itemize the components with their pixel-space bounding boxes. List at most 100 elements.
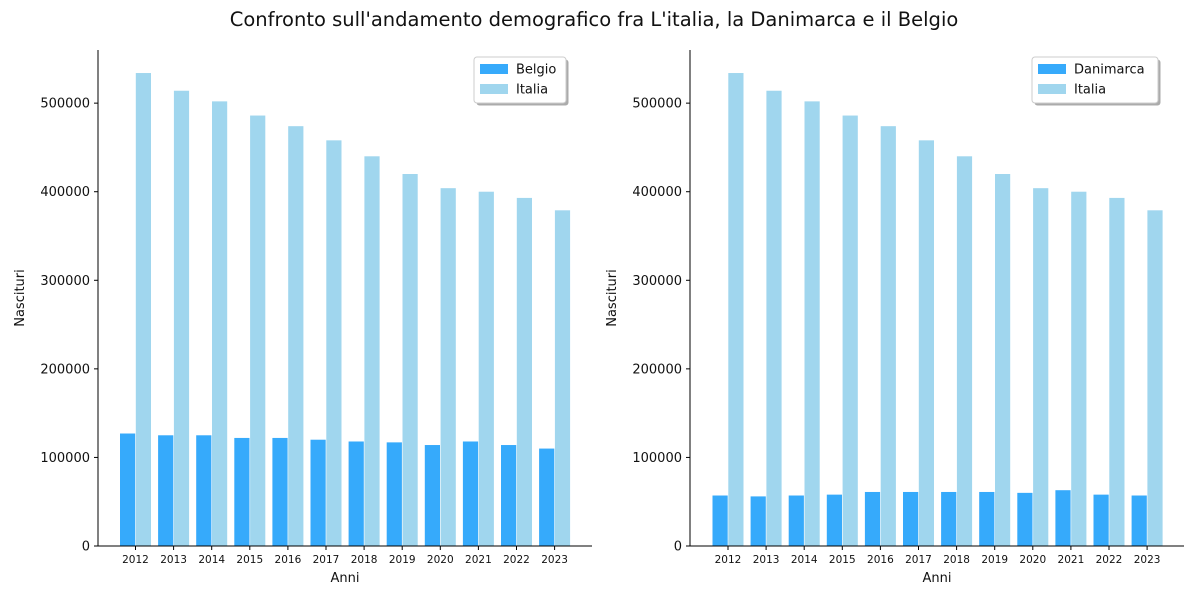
bar-belgio-2019 [386, 442, 402, 546]
bar-italia-2017 [918, 140, 934, 546]
x-tick-label: 2015 [829, 554, 856, 566]
bar-italia-2020 [1033, 188, 1049, 547]
chart-panel-1: 0 100000 200000 300000 400000 500000 2012 2013 2… [13, 50, 592, 586]
legend-swatch-italia [1038, 84, 1066, 94]
chart-panel-2: 0 100000 200000 300000 400000 500000 2012 2013 2… [605, 50, 1184, 586]
bar-belgio-2018 [348, 441, 364, 546]
x-tick-label: 2022 [503, 554, 530, 566]
x-axis-label: Anni [331, 571, 360, 586]
x-axis-label: Anni [923, 571, 952, 586]
legend: Belgio Italia [473, 56, 569, 106]
bar-italia-2021 [1071, 191, 1087, 546]
figure-title: Confronto sull'andamento demografico fra… [229, 8, 959, 31]
y-tick-label: 300000 [632, 274, 682, 289]
y-tick-label: 400000 [632, 185, 682, 200]
bar-danimarca-2018 [941, 491, 957, 546]
bar-belgio-2014 [196, 435, 212, 546]
bar-italia-2015 [250, 115, 266, 546]
x-tick-label: 2018 [943, 554, 970, 566]
bar-danimarca-2022 [1093, 494, 1109, 546]
x-tick-label: 2013 [753, 554, 780, 566]
x-tick-label: 2014 [198, 554, 225, 566]
legend-swatch-italia [480, 84, 508, 94]
bar-italia-2013 [173, 90, 190, 547]
bar-italia-2014 [804, 101, 820, 547]
bar-belgio-2016 [272, 437, 288, 546]
bar-italia-2015 [842, 115, 858, 546]
bar-belgio-2013 [158, 435, 174, 546]
legend-label-belgio: Belgio [516, 63, 556, 78]
bar-italia-2017 [326, 140, 342, 546]
x-tick-label: 2019 [981, 554, 1008, 566]
bar-danimarca-2014 [788, 495, 804, 546]
bar-belgio-2017 [310, 439, 326, 546]
bar-belgio-2023 [539, 448, 555, 546]
y-tick-label: 0 [674, 540, 682, 555]
legend-swatch-danimarca [1038, 64, 1066, 74]
bar-belgio-2015 [234, 437, 250, 546]
bar-belgio-2012 [120, 433, 136, 546]
y-tick-label: 200000 [632, 362, 682, 377]
bar-italia-2014 [212, 101, 228, 547]
bar-italia-2022 [516, 197, 532, 546]
y-axis-label: Nascituri [13, 269, 28, 327]
bar-danimarca-2015 [826, 494, 842, 546]
bar-danimarca-2016 [864, 491, 881, 546]
bar-danimarca-2017 [903, 491, 919, 546]
y-tick-label: 200000 [40, 362, 90, 377]
bar-danimarca-2021 [1055, 490, 1071, 546]
bar-danimarca-2019 [979, 491, 995, 546]
x-tick-label: 2020 [427, 554, 454, 566]
x-tick-label: 2016 [867, 554, 894, 566]
legend-label-italia: Italia [1074, 83, 1106, 98]
bar-italia-2012 [728, 73, 744, 546]
x-tick-label: 2020 [1019, 554, 1046, 566]
y-tick-label: 0 [82, 540, 90, 555]
bar-italia-2023 [1147, 210, 1163, 546]
bar-italia-2022 [1109, 197, 1125, 546]
y-tick-label: 100000 [40, 451, 90, 466]
x-tick-label: 2012 [715, 554, 742, 566]
bar-danimarca-2012 [712, 495, 728, 546]
y-tick-label: 400000 [40, 185, 90, 200]
x-tick-label: 2021 [1058, 554, 1085, 566]
bars-group [120, 73, 571, 547]
legend-label-italia: Italia [516, 83, 548, 98]
bar-danimarca-2013 [750, 496, 766, 546]
x-tick-label: 2014 [791, 554, 818, 566]
x-tick-label: 2013 [160, 554, 187, 566]
y-tick-label: 300000 [40, 274, 90, 289]
bar-italia-2012 [135, 73, 151, 546]
bar-italia-2019 [995, 174, 1011, 546]
bar-italia-2018 [956, 156, 973, 547]
legend: Danimarca Italia [1031, 56, 1161, 106]
bar-italia-2016 [880, 126, 896, 547]
bar-italia-2021 [478, 191, 494, 546]
x-tick-label: 2023 [541, 554, 568, 566]
bar-italia-2019 [402, 174, 418, 546]
y-tick-label: 100000 [632, 451, 682, 466]
x-tick-label: 2012 [122, 554, 149, 566]
bar-italia-2023 [554, 210, 571, 546]
y-tick-label: 500000 [40, 97, 90, 112]
x-tick-label: 2015 [236, 554, 263, 566]
bar-belgio-2022 [501, 445, 517, 546]
bar-italia-2013 [766, 90, 782, 547]
x-tick-label: 2017 [905, 554, 932, 566]
y-tick-label: 500000 [632, 97, 682, 112]
bars-group [712, 73, 1163, 547]
bar-italia-2016 [288, 126, 304, 547]
legend-label-danimarca: Danimarca [1074, 63, 1145, 78]
y-axis-label: Nascituri [605, 269, 620, 327]
bar-danimarca-2020 [1017, 492, 1033, 546]
x-tick-label: 2019 [389, 554, 416, 566]
x-tick-label: 2018 [351, 554, 378, 566]
x-tick-label: 2023 [1134, 554, 1161, 566]
bar-belgio-2020 [424, 445, 440, 546]
bar-danimarca-2023 [1131, 495, 1147, 546]
x-tick-label: 2017 [313, 554, 340, 566]
bar-belgio-2021 [462, 441, 479, 546]
bar-italia-2018 [364, 156, 380, 547]
